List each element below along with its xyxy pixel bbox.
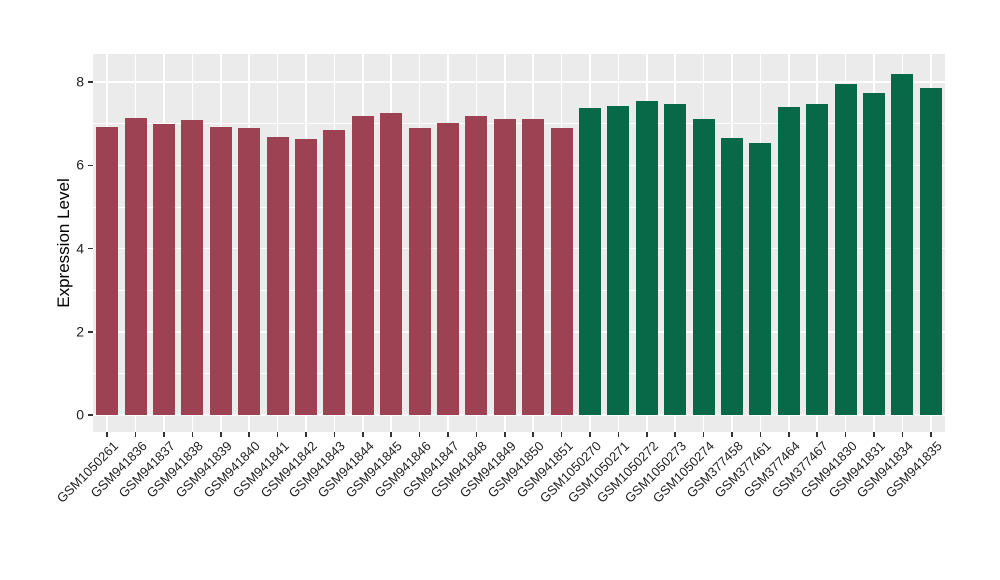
bar	[238, 127, 261, 415]
bar	[181, 120, 204, 415]
x-tick-mark	[759, 432, 762, 437]
bar	[522, 119, 545, 415]
y-tick-mark	[88, 247, 93, 250]
gridline-minor	[93, 289, 945, 291]
x-tick-mark	[504, 432, 506, 437]
x-tick-mark	[390, 432, 392, 437]
bar	[295, 139, 317, 415]
bar	[891, 73, 914, 415]
gridline-major	[93, 81, 945, 83]
x-tick-mark	[844, 432, 847, 437]
x-tick-mark	[362, 432, 364, 437]
y-tick-label: 6	[76, 157, 84, 174]
bar	[834, 84, 857, 415]
bar	[209, 126, 232, 415]
x-tick-mark	[930, 432, 932, 437]
bar	[579, 107, 601, 415]
x-tick-mark	[276, 432, 279, 437]
bar	[777, 106, 800, 415]
bar	[96, 126, 119, 415]
y-tick-label: 0	[76, 406, 84, 423]
gridline-minor	[93, 206, 945, 208]
x-tick-mark	[816, 432, 818, 437]
gridline-major	[93, 164, 945, 167]
x-tick-mark	[788, 432, 790, 437]
x-tick-mark	[134, 432, 137, 437]
x-tick-mark	[532, 432, 534, 437]
y-tick-mark	[88, 331, 93, 333]
gridline-major	[93, 331, 945, 333]
y-tick-label: 8	[76, 73, 84, 90]
x-tick-mark	[731, 432, 733, 437]
bar	[437, 122, 459, 415]
bar	[465, 115, 488, 415]
bar	[550, 127, 573, 415]
x-tick-mark	[475, 432, 478, 437]
bar	[721, 138, 743, 415]
plot-panel	[93, 54, 945, 432]
x-tick-mark	[106, 432, 108, 437]
bar	[806, 103, 829, 415]
x-tick-mark	[333, 432, 336, 437]
bar	[664, 103, 687, 415]
gridline-minor	[93, 372, 945, 374]
x-tick-mark	[873, 432, 875, 437]
x-tick-mark	[248, 432, 250, 437]
y-tick-label: 2	[76, 323, 84, 340]
x-tick-mark	[163, 432, 165, 437]
x-tick-mark	[418, 432, 421, 437]
x-tick-mark	[560, 432, 563, 437]
x-tick-mark	[191, 432, 194, 437]
bar	[607, 105, 630, 415]
bar	[692, 118, 715, 415]
bar	[635, 100, 658, 415]
gridline-major	[93, 247, 945, 250]
y-tick-label: 4	[76, 240, 84, 257]
y-tick-mark	[88, 164, 93, 167]
y-tick-mark	[88, 414, 93, 416]
bar	[749, 143, 772, 415]
x-tick-mark	[220, 432, 222, 437]
bar	[323, 129, 346, 415]
x-tick-mark	[617, 432, 620, 437]
x-tick-mark	[447, 432, 449, 437]
x-tick-mark	[305, 432, 307, 437]
x-tick-mark	[646, 432, 648, 437]
x-tick-mark	[674, 432, 676, 437]
y-tick-mark	[88, 81, 93, 83]
gridline-minor	[93, 123, 945, 125]
gridline-major	[93, 414, 945, 416]
x-tick-mark	[702, 432, 705, 437]
bar	[919, 88, 942, 415]
bar	[266, 136, 289, 415]
bar	[351, 116, 374, 415]
x-tick-mark	[589, 432, 591, 437]
bar	[380, 113, 403, 415]
bar	[863, 92, 885, 415]
bar	[153, 124, 175, 415]
bar	[124, 118, 147, 415]
x-tick-mark	[901, 432, 904, 437]
bar	[408, 127, 431, 415]
bar	[493, 119, 516, 415]
